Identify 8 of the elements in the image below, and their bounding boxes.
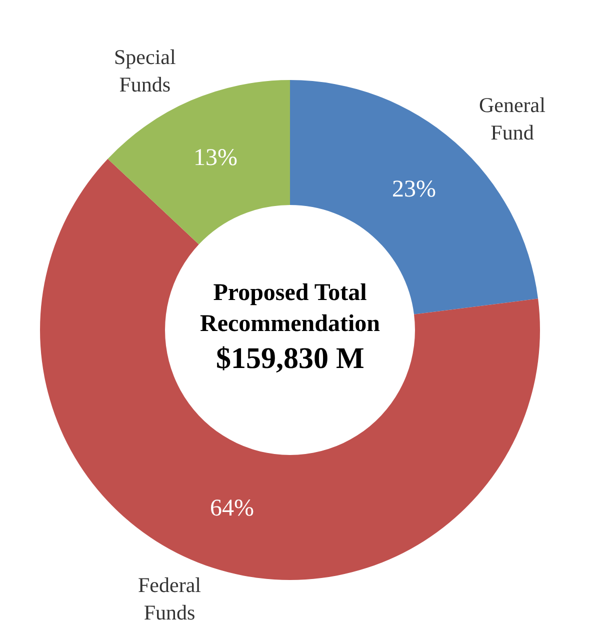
- text: Proposed Total Recommendation: [200, 280, 380, 338]
- slice-label: General Fund: [479, 93, 546, 144]
- data-label: 13%: [194, 144, 238, 171]
- slice-label: Special Funds: [114, 45, 176, 96]
- slice-label: Federal Funds: [138, 573, 202, 624]
- data-label: 23%: [392, 176, 436, 202]
- text: $159,830 M: [216, 342, 364, 375]
- data-label: 64%: [210, 495, 254, 522]
